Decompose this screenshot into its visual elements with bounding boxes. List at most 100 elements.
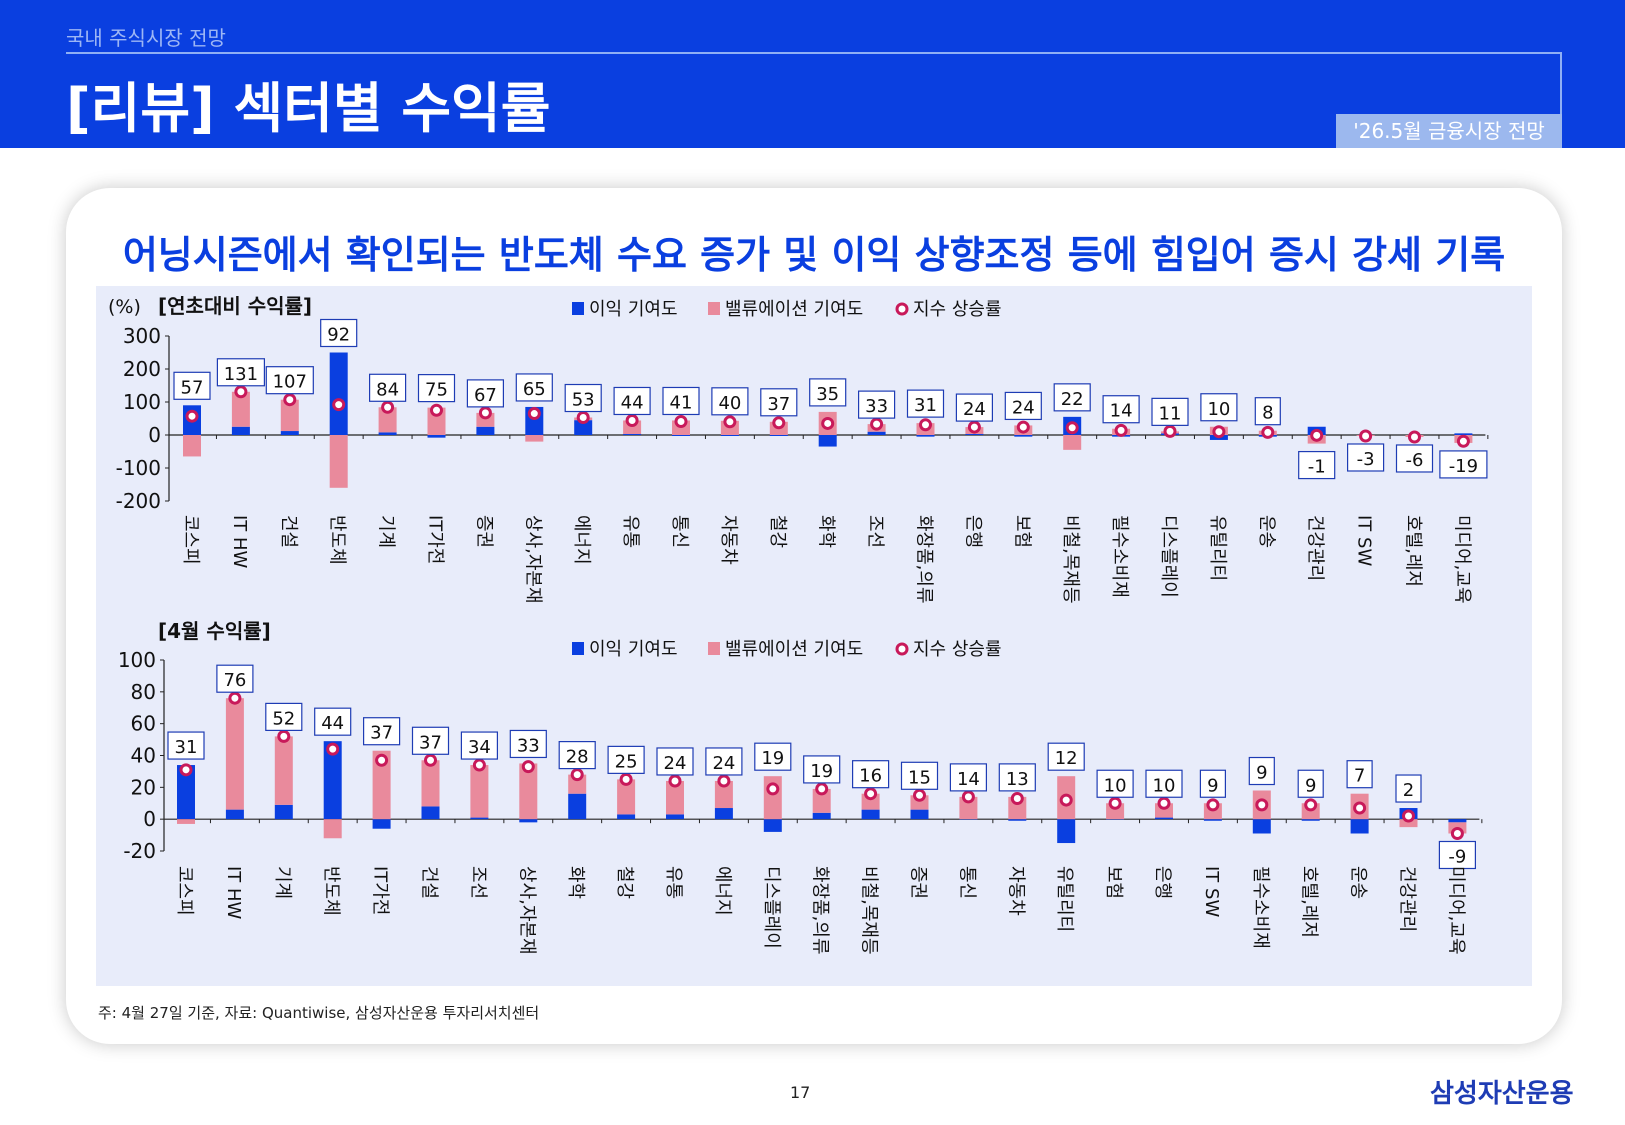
index-marker bbox=[326, 742, 340, 756]
category-label: 미디어,교육 bbox=[1445, 866, 1466, 955]
category-11: 41 통신 bbox=[662, 386, 700, 548]
value-label: 76 bbox=[223, 670, 246, 691]
index-marker bbox=[1402, 809, 1415, 823]
value-label-box bbox=[906, 389, 945, 418]
category-label: 유통 bbox=[663, 866, 684, 899]
header-divider bbox=[66, 52, 1561, 54]
category-label: 화학 bbox=[816, 515, 837, 548]
legend-index-marker bbox=[895, 302, 909, 316]
value-label: 2 bbox=[1403, 780, 1414, 801]
y-tick-label: 40 bbox=[131, 744, 156, 768]
category-label: 반도체 bbox=[321, 866, 342, 916]
value-label: 15 bbox=[908, 767, 931, 788]
value-label-box bbox=[711, 387, 749, 416]
category-label: 코스피 bbox=[174, 866, 195, 916]
value-label-box bbox=[216, 664, 254, 693]
index-marker bbox=[967, 420, 981, 434]
earnings-bar bbox=[568, 793, 587, 820]
index-marker bbox=[772, 416, 786, 430]
value-label-box bbox=[265, 366, 314, 395]
category-label: 미디어,교육 bbox=[1451, 515, 1472, 604]
valuation-bar bbox=[280, 399, 299, 432]
value-label: 40 bbox=[718, 393, 741, 414]
category-1: 57 코스피 bbox=[173, 371, 211, 565]
value-label: 52 bbox=[272, 708, 295, 729]
value-label: -6 bbox=[1406, 450, 1424, 471]
value-label: 131 bbox=[224, 364, 258, 385]
value-label-box bbox=[1297, 769, 1324, 798]
index-marker bbox=[1010, 791, 1024, 805]
index-marker bbox=[821, 416, 835, 430]
earnings-bar bbox=[323, 741, 342, 820]
category-4: 44 반도체 bbox=[314, 707, 352, 916]
category-label: 유틸리티 bbox=[1207, 515, 1228, 581]
ytd-chart: (%) [연초대비 수익률] 이익 기여도 밸류에이션 기여도 지수 상승률 300 200… bbox=[108, 294, 1489, 604]
valuation-bar bbox=[617, 779, 636, 815]
earnings-bar bbox=[617, 814, 636, 820]
index-marker bbox=[961, 790, 975, 804]
category-10: 25 철강 bbox=[607, 745, 645, 899]
index-marker bbox=[864, 787, 878, 801]
value-label: 12 bbox=[1055, 748, 1078, 769]
category-14: 35 화학 bbox=[809, 378, 847, 548]
category-label: 상사,자본재 bbox=[522, 515, 543, 604]
legend-earnings-swatch bbox=[572, 642, 584, 655]
category-9: 53 에너지 bbox=[564, 383, 602, 565]
earnings-bar bbox=[177, 765, 195, 820]
category-label: 에너지 bbox=[712, 866, 733, 916]
index-marker bbox=[234, 385, 248, 399]
value-label-box bbox=[1439, 450, 1488, 479]
index-marker bbox=[1059, 793, 1073, 807]
category-label: 철강 bbox=[767, 515, 788, 548]
value-label-box bbox=[851, 760, 890, 789]
valuation-bar bbox=[1399, 819, 1418, 828]
valuation-bar bbox=[470, 765, 489, 818]
y-tick-label: 100 bbox=[123, 390, 161, 414]
value-label-box bbox=[1298, 450, 1336, 480]
category-label: 호텔,레저 bbox=[1403, 515, 1424, 587]
category-24: -1 건강관리 bbox=[1298, 426, 1336, 581]
category-4: 92 반도체 bbox=[320, 318, 358, 565]
valuation-bar bbox=[183, 435, 201, 457]
index-marker bbox=[1304, 798, 1318, 812]
valuation-bar bbox=[177, 819, 195, 824]
value-label: 37 bbox=[767, 394, 790, 415]
valuation-bar bbox=[231, 391, 250, 427]
index-marker bbox=[1408, 430, 1421, 444]
value-label: 75 bbox=[425, 380, 448, 401]
value-label: 57 bbox=[181, 377, 204, 398]
brand-logo: 삼성자산운용 bbox=[1430, 1079, 1574, 1109]
category-label: 화학 bbox=[565, 866, 586, 899]
unit-label: (%) bbox=[108, 296, 141, 318]
index-marker bbox=[1016, 420, 1030, 434]
index-marker bbox=[472, 758, 486, 772]
index-marker bbox=[277, 729, 291, 743]
category-25: 7 운송 bbox=[1346, 760, 1373, 899]
valuation-bar bbox=[421, 760, 440, 807]
value-label-box bbox=[1004, 391, 1042, 421]
earnings-bar bbox=[1008, 819, 1027, 821]
category-12: 40 자동차 bbox=[711, 387, 749, 565]
category-26: 2 건강관리 bbox=[1395, 774, 1422, 932]
value-label: 24 bbox=[1012, 397, 1035, 418]
header-band: 국내 주식시장 전망 [리뷰] 섹터별 수익률 '26.5월 금융시장 전망 bbox=[0, 0, 1625, 148]
category-23: 8 운송 bbox=[1254, 397, 1281, 548]
value-label: -19 bbox=[1449, 456, 1478, 477]
value-label-box bbox=[417, 374, 456, 403]
value-label-box bbox=[411, 726, 450, 755]
value-label-box bbox=[460, 731, 498, 760]
index-marker bbox=[1359, 429, 1373, 443]
value-label: 41 bbox=[670, 392, 693, 413]
index-marker bbox=[668, 774, 682, 788]
category-2: 76 IT HW bbox=[216, 664, 254, 920]
index-marker bbox=[717, 774, 731, 788]
value-label-box bbox=[558, 741, 596, 770]
category-label: 유틸리티 bbox=[1054, 866, 1075, 932]
valuation-bar bbox=[329, 435, 348, 488]
category-16: 31 화장품,의류 bbox=[906, 389, 945, 604]
value-label-box bbox=[363, 717, 401, 746]
earnings-bar bbox=[666, 814, 684, 820]
value-label: 14 bbox=[957, 769, 980, 790]
headline: 어닝시즌에서 확인되는 반도체 수요 증가 및 이익 상향조정 등에 힘입어 증… bbox=[122, 233, 1506, 277]
value-label-box bbox=[613, 386, 651, 416]
